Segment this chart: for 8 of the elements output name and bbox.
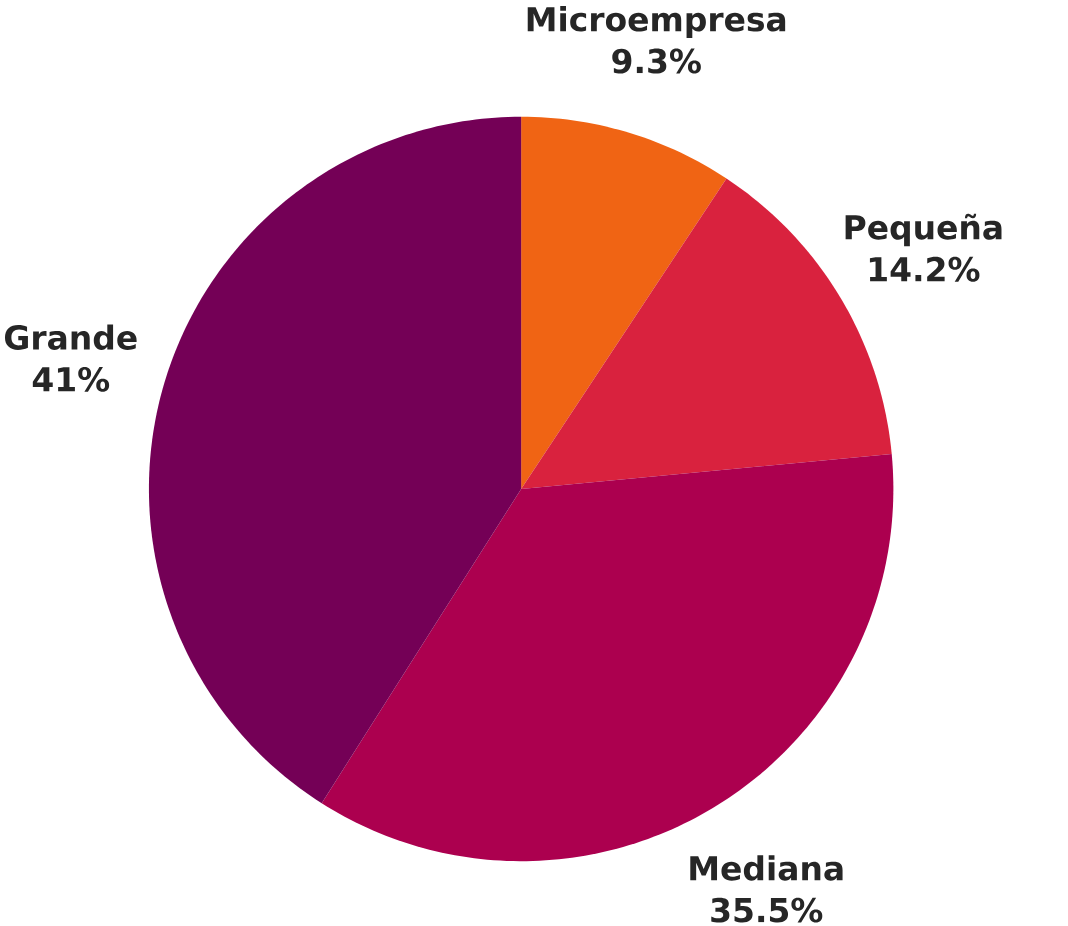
slice-label: Microempresa	[527, 6, 786, 39]
data-label: 14.2%	[869, 256, 980, 282]
slice-label: Pequeña	[845, 213, 1002, 247]
data-label: 9.3%	[612, 48, 701, 74]
data-label: 35.5%	[711, 897, 823, 923]
data-label: 41%	[32, 366, 110, 392]
slice-label: Mediana	[690, 855, 843, 881]
slice-label: Grande	[4, 324, 137, 350]
